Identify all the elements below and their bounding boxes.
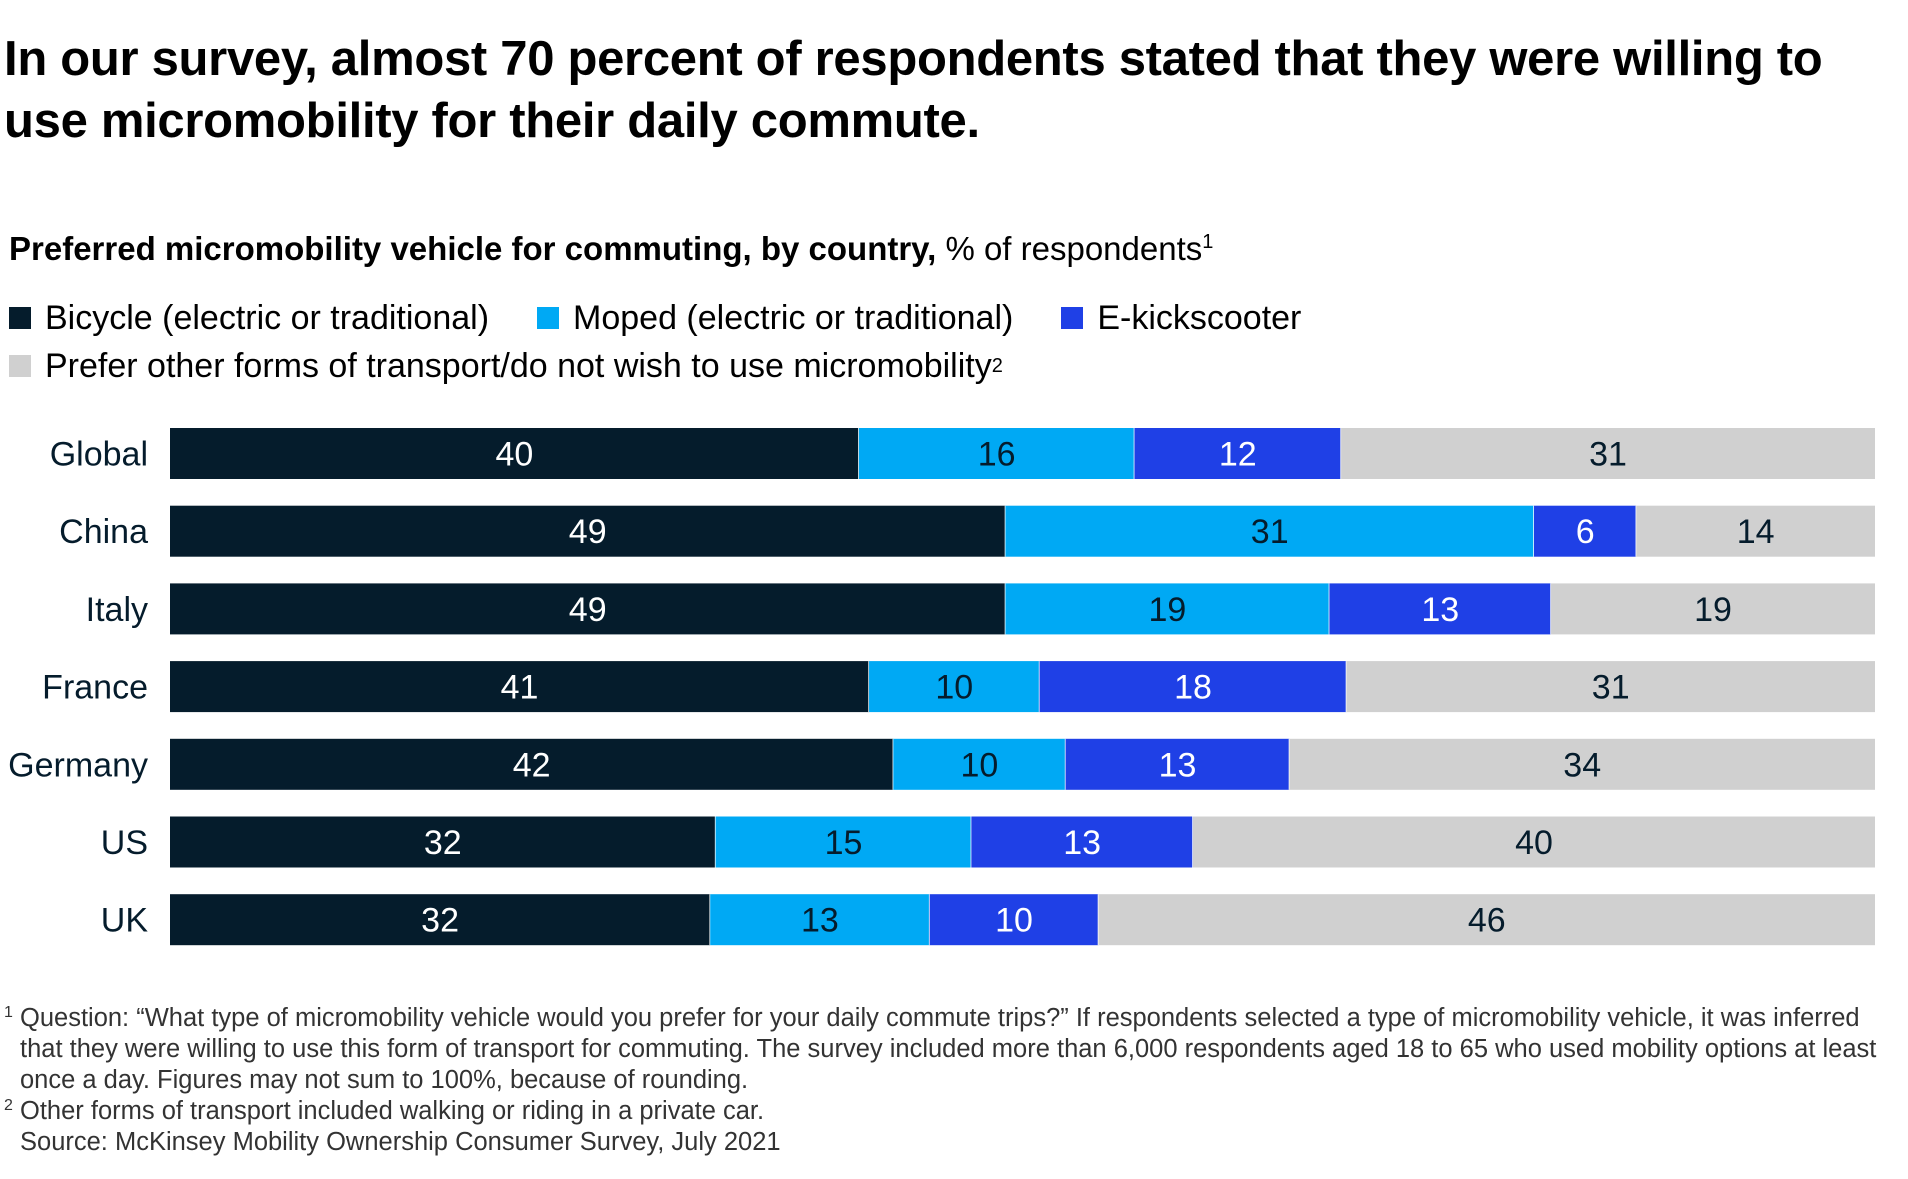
bar-segment-us-3 [1193, 816, 1875, 868]
data-label-france-1: 10 [935, 669, 973, 707]
bar-segment-italy-0 [170, 583, 1006, 635]
legend-footnote-ref: 2 [991, 354, 1003, 377]
footnote-1-mark: 1 [4, 1004, 13, 1021]
footnote-1-text: Question: “What type of micromobility ve… [20, 1004, 1877, 1094]
legend-swatch-moped [537, 307, 560, 329]
footnote-1: 1 Question: “What type of micromobility v… [4, 1003, 1904, 1096]
chart-notes: 1 Question: “What type of micromobility v… [4, 1003, 1904, 1158]
legend-swatch-bicycle [9, 307, 31, 329]
data-label-france-3: 31 [1592, 669, 1630, 707]
footnote-2-text: Other forms of transport included walkin… [20, 1097, 765, 1125]
bar-segment-uk-3 [1098, 894, 1875, 946]
source-note: Source: McKinsey Mobility Ownership Cons… [4, 1127, 1904, 1158]
bar-segment-global-0 [170, 428, 859, 479]
legend-swatch-other [9, 355, 31, 377]
bar-segment-global-1 [858, 428, 1135, 479]
category-label-global: Global [50, 436, 148, 474]
legend-label-bicycle: Bicycle (electric or traditional) [45, 298, 490, 337]
chart-legend: Bicycle (electric or traditional) Moped … [9, 294, 1889, 390]
bar-segment-uk-0 [170, 894, 711, 946]
data-label-china-3: 14 [1737, 513, 1775, 551]
bar-segment-france-1 [869, 661, 1040, 713]
data-label-global-3: 31 [1589, 436, 1627, 474]
data-label-italy-3: 19 [1694, 591, 1732, 629]
legend-item-moped: Moped (electric or traditional) [537, 299, 1013, 338]
data-label-germany-0: 42 [513, 746, 551, 784]
data-label-global-1: 16 [978, 436, 1016, 474]
data-label-germany-2: 13 [1159, 746, 1197, 784]
legend-item-ekickscooter: E-kickscooter [1061, 299, 1301, 338]
bar-segment-uk-2 [929, 894, 1099, 946]
data-label-uk-1: 13 [801, 902, 839, 940]
bar-segment-global-2 [1134, 428, 1342, 479]
data-label-us-0: 32 [424, 824, 462, 862]
bar-segment-china-3 [1636, 505, 1875, 557]
source-text: Source: McKinsey Mobility Ownership Cons… [20, 1128, 781, 1156]
data-label-italy-0: 49 [569, 591, 607, 629]
bar-segment-us-2 [971, 816, 1193, 868]
stacked-bar-chart: Global 40 16 12 31 China 49 31 6 14 Italy 49 19 13 19 F… [8, 428, 1875, 946]
bar-segment-global-3 [1341, 428, 1875, 479]
chart-headline: In our survey, almost 70 percent of resp… [4, 32, 1823, 148]
chart-subtitle: Preferred micromobility vehicle for comm… [9, 222, 1213, 269]
data-label-us-3: 40 [1515, 824, 1553, 862]
data-label-uk-2: 10 [995, 902, 1033, 940]
data-label-china-2: 6 [1576, 513, 1595, 551]
legend-label-ekickscooter: E-kickscooter [1097, 298, 1302, 337]
data-label-uk-3: 46 [1468, 902, 1506, 940]
bar-segment-italy-1 [1005, 583, 1330, 635]
bar-segment-france-3 [1346, 661, 1875, 713]
legend-row-2: Prefer other forms of transport/do not w… [9, 342, 1889, 390]
subtitle-footnote-ref: 1 [1202, 231, 1214, 253]
data-label-global-2: 12 [1219, 436, 1257, 474]
data-label-china-1: 31 [1251, 513, 1289, 551]
data-label-us-1: 15 [825, 824, 863, 862]
category-label-uk: UK [101, 902, 149, 940]
data-label-germany-3: 34 [1563, 746, 1601, 784]
data-label-china-0: 49 [569, 513, 607, 551]
bar-segment-us-0 [170, 816, 716, 868]
bar-segment-uk-1 [710, 894, 930, 946]
category-label-italy: Italy [86, 591, 148, 629]
bar-segment-china-0 [170, 505, 1006, 557]
category-label-germany: Germany [8, 746, 148, 784]
data-label-germany-1: 10 [961, 746, 999, 784]
category-label-france: France [42, 669, 148, 707]
bar-segment-china-1 [1005, 505, 1534, 557]
bar-segment-germany-2 [1065, 738, 1290, 790]
legend-label-other: Prefer other forms of transport/do not w… [45, 346, 992, 385]
subtitle-bold: Preferred micromobility vehicle for comm… [9, 230, 937, 267]
bar-segment-china-2 [1534, 505, 1637, 557]
category-label-us: US [101, 824, 148, 862]
data-label-global-0: 40 [496, 436, 534, 474]
data-label-uk-0: 32 [421, 902, 459, 940]
bar-segment-france-0 [170, 661, 870, 713]
footnote-2-mark: 2 [4, 1097, 13, 1114]
bar-segment-us-1 [715, 816, 972, 868]
data-label-us-2: 13 [1063, 824, 1101, 862]
legend-label-moped: Moped (electric or traditional) [573, 298, 1014, 337]
data-label-italy-1: 19 [1149, 591, 1187, 629]
data-label-france-0: 41 [501, 669, 539, 707]
legend-row-1: Bicycle (electric or traditional) Moped … [9, 294, 1889, 342]
footnote-2: 2 Other forms of transport included walki… [4, 1096, 1904, 1127]
bar-segment-italy-2 [1329, 583, 1552, 635]
bar-segment-germany-1 [893, 738, 1066, 790]
data-label-france-2: 18 [1174, 669, 1212, 707]
legend-item-bicycle: Bicycle (electric or traditional) [9, 299, 489, 338]
legend-item-other: Prefer other forms of transport/do not w… [9, 347, 1003, 386]
bar-segment-germany-0 [170, 738, 894, 790]
bar-segment-italy-3 [1551, 583, 1875, 635]
subtitle-unit: % of respondents [945, 230, 1203, 267]
data-label-italy-2: 13 [1421, 591, 1459, 629]
category-label-china: China [59, 513, 148, 551]
bar-segment-france-2 [1039, 661, 1347, 713]
legend-swatch-ekickscooter [1061, 307, 1084, 329]
bar-segment-germany-3 [1289, 738, 1875, 790]
